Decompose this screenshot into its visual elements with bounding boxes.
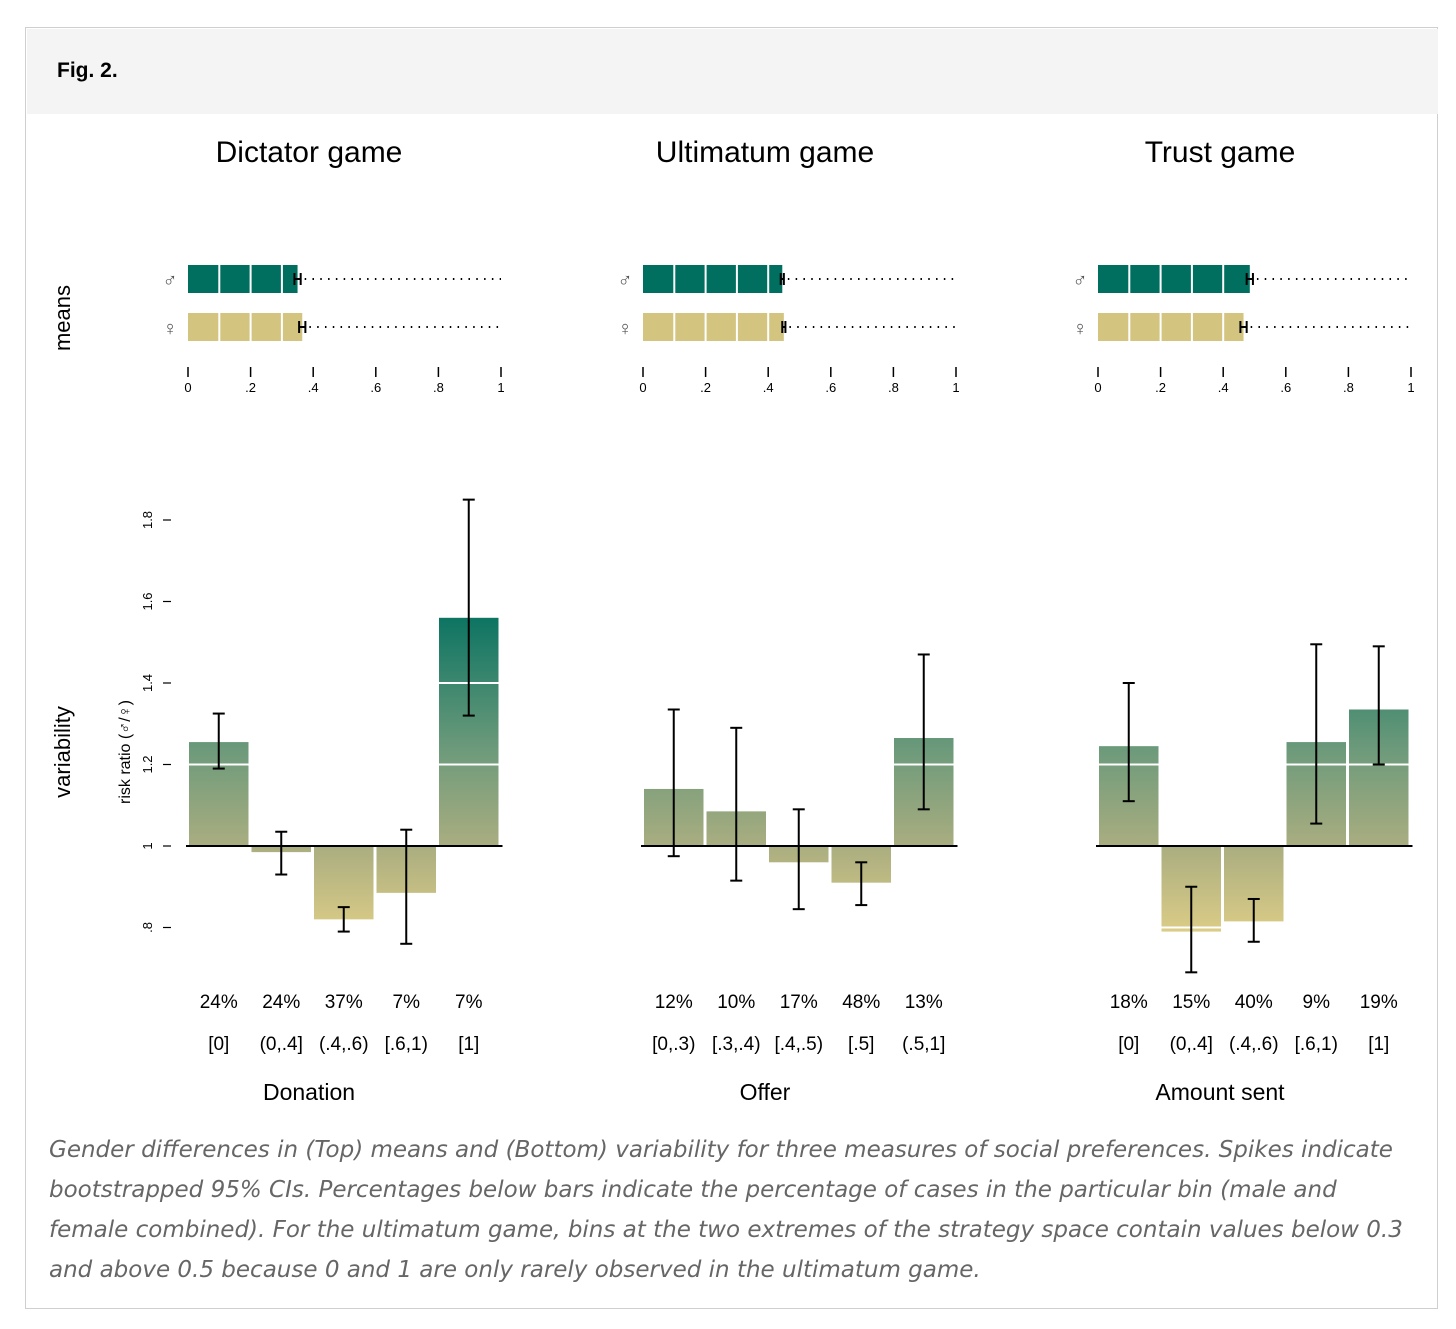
bin-label: (0,.4] [1170, 1034, 1213, 1055]
female-symbol: ♀ [163, 318, 178, 340]
female-mean-bar [188, 313, 303, 341]
bin-label: [0,.3) [652, 1034, 695, 1055]
bin-percentage: 10% [717, 992, 755, 1013]
means-tick-label: 0 [639, 380, 646, 395]
means-tick-label: 0 [184, 380, 191, 395]
bin-label: [.3,.4) [712, 1034, 761, 1055]
male-mean-bar [643, 265, 783, 293]
bin-label: [0] [1118, 1034, 1139, 1055]
bin-label: [.4,.5) [774, 1034, 823, 1055]
bin-label: (.4,.6) [319, 1034, 369, 1055]
means-tick-label: 1 [952, 380, 959, 395]
bin-label: [0] [208, 1034, 229, 1055]
bin-percentage: 37% [325, 992, 363, 1013]
figure-caption: Gender differences in (Top) means and (B… [49, 1137, 1403, 1283]
means-tick-label: 1 [1407, 380, 1414, 395]
means-tick-label: 1 [497, 380, 504, 395]
means-tick-label: .6 [825, 380, 836, 395]
bin-label: [.5] [848, 1034, 874, 1055]
means-tick-label: .4 [308, 380, 319, 395]
male-mean-bar [188, 265, 298, 293]
y-tick-label: 1.2 [140, 755, 155, 773]
bin-percentage: 13% [905, 992, 943, 1013]
y-tick-label: .8 [140, 922, 155, 933]
means-tick-label: .8 [1343, 380, 1354, 395]
figure-header: Fig. 2. [27, 29, 1438, 114]
panel-xlabel: Offer [740, 1079, 791, 1105]
panel-xlabel: Amount sent [1155, 1079, 1285, 1105]
bin-label: [1] [458, 1034, 479, 1055]
bin-label: [.6,1) [1295, 1034, 1338, 1055]
bin-label: (0,.4] [260, 1034, 303, 1055]
panel-xlabel: Donation [263, 1079, 355, 1105]
means-tick-label: .8 [433, 380, 444, 395]
means-tick-label: .4 [763, 380, 774, 395]
means-tick-label: .2 [700, 380, 711, 395]
female-symbol: ♀ [1073, 318, 1088, 340]
means-tick-label: .2 [245, 380, 256, 395]
means-tick-label: .2 [1155, 380, 1166, 395]
y-tick-label: 1.6 [140, 592, 155, 610]
female-symbol: ♀ [618, 318, 633, 340]
bin-percentage: 17% [780, 992, 818, 1013]
means-tick-label: .6 [370, 380, 381, 395]
bin-percentage: 19% [1360, 992, 1398, 1013]
male-mean-bar [1098, 265, 1250, 293]
bin-percentage: 12% [655, 992, 693, 1013]
y-tick-label: 1.8 [140, 511, 155, 529]
bin-percentage: 7% [393, 992, 421, 1013]
female-mean-bar [1098, 313, 1244, 341]
y-tick-label: 1 [140, 842, 155, 849]
bin-label: (.5,1] [902, 1034, 945, 1055]
male-symbol: ♂ [618, 270, 633, 292]
means-tick-label: .6 [1280, 380, 1291, 395]
bin-percentage: 7% [455, 992, 483, 1013]
bin-percentage: 24% [200, 992, 238, 1013]
means-tick-label: .8 [888, 380, 899, 395]
means-tick-label: .4 [1218, 380, 1229, 395]
male-symbol: ♂ [163, 270, 178, 292]
row-label-variability: variability [50, 706, 75, 798]
row-label-means: means [50, 285, 75, 351]
female-mean-bar [643, 313, 784, 341]
panel-title: Trust game [1145, 136, 1296, 169]
means-tick-label: 0 [1094, 380, 1101, 395]
bin-label: [1] [1368, 1034, 1389, 1055]
bin-percentage: 48% [842, 992, 880, 1013]
bin-percentage: 40% [1235, 992, 1273, 1013]
bin-label: [.6,1) [385, 1034, 428, 1055]
male-symbol: ♂ [1073, 270, 1088, 292]
bin-percentage: 18% [1110, 992, 1148, 1013]
figure-frame: Fig. 2. [25, 27, 1438, 1309]
bin-percentage: 15% [1172, 992, 1210, 1013]
bin-label: (.4,.6) [1229, 1034, 1279, 1055]
panel-title: Dictator game [216, 136, 403, 169]
figure-label: Fig. 2. [57, 59, 118, 82]
y-axis-label: risk ratio (♂/♀) [117, 700, 134, 804]
y-tick-label: 1.4 [140, 674, 155, 692]
bin-percentage: 24% [262, 992, 300, 1013]
bin-percentage: 9% [1303, 992, 1331, 1013]
panel-title: Ultimatum game [656, 136, 874, 169]
